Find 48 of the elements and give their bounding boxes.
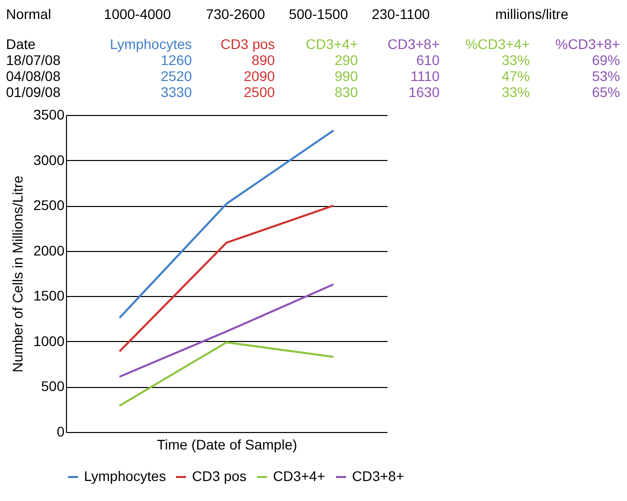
text: 69% — [590, 52, 621, 68]
text: CD3+4+ — [304, 36, 359, 52]
y-tick-label: 0 — [56, 424, 65, 440]
y-axis-title: Number of Cells in Millions/Litre — [9, 175, 26, 372]
text: millions/litre — [494, 6, 570, 24]
y-tick-label: 3000 — [33, 152, 65, 168]
text: 1630 — [407, 84, 441, 100]
text: CD3 pos — [219, 36, 276, 52]
text: %CD3+4+ — [464, 36, 531, 52]
text: 1000-4000 — [102, 6, 172, 24]
text: 01/09/08 — [5, 84, 62, 100]
text: 1260 — [160, 52, 193, 68]
text: 2090 — [242, 68, 276, 84]
text: 990 — [334, 68, 359, 84]
legend-label: CD3+8+ — [352, 468, 404, 484]
y-tick-label: 2500 — [33, 197, 65, 214]
text: 1110 — [410, 68, 441, 84]
text: 3330 — [160, 84, 193, 100]
text: 47% — [500, 68, 531, 84]
text: Lymphocytes — [108, 36, 193, 52]
text: 65% — [590, 84, 621, 100]
text: 890 — [250, 52, 276, 68]
text: 53% — [590, 68, 621, 84]
y-tick-label: 3500 — [33, 106, 65, 122]
y-tick-label: 1500 — [33, 288, 65, 304]
text: 500-1500 — [288, 6, 350, 24]
text: 04/08/08 — [5, 68, 62, 84]
text: 830 — [334, 84, 359, 100]
text: 290 — [334, 52, 359, 68]
legend-label: CD3+4+ — [273, 468, 326, 484]
y-tick-label: 500 — [41, 378, 65, 394]
text: %CD3+8+ — [554, 36, 621, 52]
text: 730-2600 — [204, 6, 266, 24]
legend-label: CD3 pos — [192, 468, 246, 484]
y-tick-label: 1000 — [33, 332, 65, 349]
text: Date — [5, 36, 37, 52]
y-tick-label: 2000 — [33, 242, 65, 258]
text: 2520 — [160, 68, 193, 84]
x-axis-title: Time (Date of Sample) — [156, 436, 298, 452]
text: 18/07/08 — [5, 52, 62, 68]
text: 33% — [500, 52, 531, 68]
text: 230-1100 — [370, 6, 431, 24]
text: Normal — [5, 6, 52, 24]
legend-label: Lymphocytes — [84, 468, 166, 484]
text: 33% — [500, 84, 531, 100]
text: 610 — [415, 52, 441, 68]
text: CD3+8+ — [386, 36, 441, 52]
text: 2500 — [242, 84, 276, 100]
